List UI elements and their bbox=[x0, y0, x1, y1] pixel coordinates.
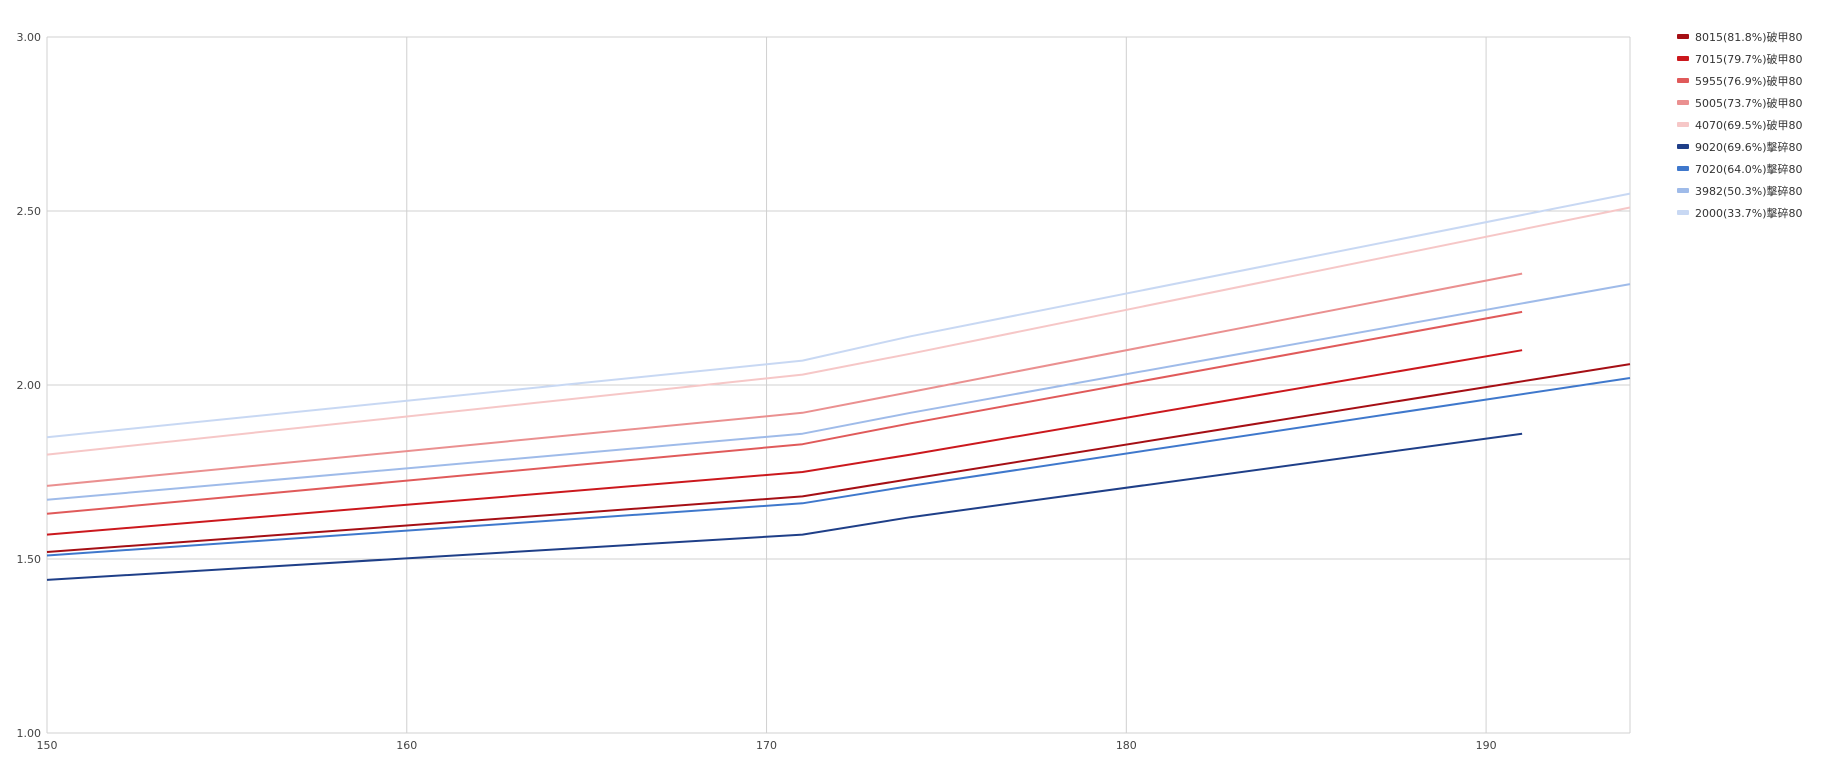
legend-label: 7020(64.0%)擊碎80 bbox=[1695, 162, 1803, 176]
series-line-8 bbox=[46, 283, 1631, 501]
legend-label: 5955(76.9%)破甲80 bbox=[1695, 74, 1803, 88]
legend-label: 8015(81.8%)破甲80 bbox=[1695, 30, 1803, 44]
series-line-5 bbox=[46, 206, 1631, 456]
legend-swatch bbox=[1677, 210, 1689, 215]
legend-label: 9020(69.6%)擊碎80 bbox=[1695, 140, 1803, 154]
series-line-2 bbox=[46, 349, 1523, 536]
y-tick-label: 3.00 bbox=[17, 31, 42, 44]
legend-swatch bbox=[1677, 56, 1689, 61]
legend-label: 5005(73.7%)破甲80 bbox=[1695, 96, 1803, 110]
series-line-9 bbox=[46, 192, 1631, 439]
legend-swatch bbox=[1677, 188, 1689, 193]
x-tick-label: 190 bbox=[1476, 739, 1497, 752]
y-tick-label: 2.50 bbox=[17, 205, 42, 218]
legend-label: 2000(33.7%)擊碎80 bbox=[1695, 206, 1803, 220]
legend: 8015(81.8%)破甲80 7015(79.7%)破甲80 5955(76.9%… bbox=[1677, 30, 1803, 220]
legend-swatch bbox=[1677, 144, 1689, 149]
x-tick-label: 180 bbox=[1116, 739, 1137, 752]
x-tick-label: 150 bbox=[37, 739, 58, 752]
x-tick-label: 160 bbox=[396, 739, 417, 752]
legend-swatch bbox=[1677, 166, 1689, 171]
x-tick-label: 170 bbox=[756, 739, 777, 752]
series-line-3 bbox=[46, 310, 1523, 515]
legend-swatch bbox=[1677, 78, 1689, 83]
legend-label: 3982(50.3%)擊碎80 bbox=[1695, 184, 1803, 198]
series-line-1 bbox=[46, 363, 1631, 553]
y-tick-label: 2.00 bbox=[17, 379, 42, 392]
legend-label: 7015(79.7%)破甲80 bbox=[1695, 52, 1803, 66]
series-line-7 bbox=[46, 377, 1631, 557]
y-tick-label: 1.00 bbox=[17, 727, 42, 740]
legend-swatch bbox=[1677, 122, 1689, 127]
grid bbox=[46, 36, 1631, 734]
series-line-6 bbox=[46, 432, 1523, 581]
legend-label: 4070(69.5%)破甲80 bbox=[1695, 118, 1803, 132]
series-line-4 bbox=[46, 272, 1523, 487]
y-tick-label: 1.50 bbox=[17, 553, 42, 566]
axis-labels: 1.00 1.50 2.00 2.50 3.00 150 160 170 180 190 bbox=[17, 31, 1497, 752]
series-lines bbox=[46, 192, 1631, 581]
legend-swatch bbox=[1677, 100, 1689, 105]
legend-swatch bbox=[1677, 34, 1689, 39]
